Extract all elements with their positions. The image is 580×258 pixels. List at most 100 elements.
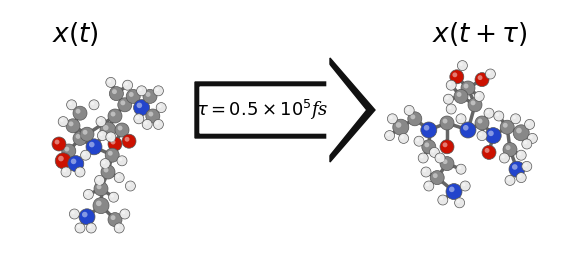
Circle shape [115,123,129,137]
Circle shape [137,86,147,96]
Circle shape [463,125,469,131]
Circle shape [512,164,517,170]
Circle shape [476,93,480,97]
Circle shape [386,132,390,136]
Circle shape [440,197,443,200]
Circle shape [522,139,532,149]
Circle shape [484,108,494,118]
Circle shape [424,125,429,131]
Circle shape [424,181,434,191]
Circle shape [89,100,99,110]
Circle shape [445,96,449,100]
Circle shape [101,165,115,179]
Circle shape [96,200,101,206]
Circle shape [55,153,71,169]
Circle shape [94,182,108,196]
Circle shape [443,119,448,124]
Circle shape [98,118,102,122]
Circle shape [136,103,142,108]
Circle shape [108,192,118,202]
Circle shape [52,137,66,151]
Circle shape [496,113,499,116]
Circle shape [516,173,526,183]
Circle shape [485,148,490,153]
Circle shape [133,100,150,116]
Circle shape [470,100,476,105]
Circle shape [459,62,463,66]
Circle shape [398,133,408,143]
Circle shape [438,195,448,205]
Circle shape [62,144,76,158]
Circle shape [146,92,150,97]
Circle shape [456,164,466,174]
Circle shape [58,117,68,127]
Circle shape [416,138,419,142]
Circle shape [518,152,521,156]
Polygon shape [195,58,375,162]
Circle shape [406,107,409,111]
Circle shape [100,159,110,168]
Circle shape [477,119,483,124]
Circle shape [122,211,125,214]
Circle shape [435,153,445,163]
Circle shape [118,98,132,112]
Circle shape [456,200,460,203]
Circle shape [158,104,162,108]
Circle shape [63,169,66,172]
Circle shape [88,225,92,228]
Circle shape [411,114,415,119]
Circle shape [108,134,111,137]
Circle shape [106,132,116,142]
Circle shape [423,169,426,172]
Circle shape [146,109,160,123]
Circle shape [106,77,116,87]
Circle shape [80,127,94,141]
Circle shape [527,121,530,125]
Circle shape [485,69,495,79]
Circle shape [111,112,115,117]
Circle shape [433,173,438,178]
Circle shape [66,119,80,133]
Circle shape [105,148,119,162]
Circle shape [100,122,116,138]
Circle shape [108,151,113,156]
Circle shape [446,184,462,200]
Circle shape [393,119,409,135]
Circle shape [125,181,135,191]
Circle shape [454,90,468,103]
Circle shape [155,88,159,91]
Circle shape [134,114,144,124]
Circle shape [387,114,397,124]
Circle shape [414,136,424,146]
Circle shape [96,117,106,127]
Circle shape [86,139,102,155]
Circle shape [503,123,508,128]
Circle shape [108,79,111,83]
Circle shape [446,80,456,90]
Circle shape [429,147,440,157]
Circle shape [458,166,461,170]
Circle shape [432,149,435,153]
Circle shape [482,146,496,159]
Circle shape [68,102,72,105]
Circle shape [440,157,454,171]
Circle shape [418,153,428,163]
Circle shape [440,140,454,154]
Circle shape [129,92,133,97]
Circle shape [460,181,470,191]
Circle shape [84,189,93,199]
Circle shape [126,90,140,103]
Circle shape [422,140,436,154]
Circle shape [125,137,129,142]
Circle shape [97,184,101,189]
Circle shape [114,223,124,233]
Circle shape [114,173,124,183]
Circle shape [139,88,142,91]
Circle shape [68,156,84,172]
Circle shape [153,86,164,96]
Circle shape [516,128,522,133]
Circle shape [443,142,448,147]
Circle shape [96,177,100,181]
Circle shape [458,116,461,119]
Circle shape [455,198,465,208]
